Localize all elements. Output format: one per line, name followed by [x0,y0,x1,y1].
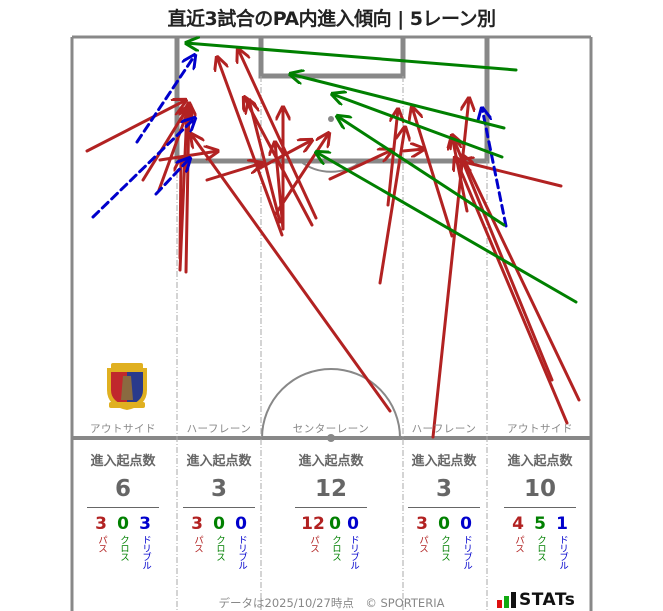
stat-divider [87,507,159,508]
pass-arrow [238,49,318,220]
stat-heading: 進入起点数 [411,454,477,469]
stat-column-halfspace-left: 進入起点数 3 3 パス 0 クロス 0 ドリブル [176,450,262,569]
pass-label: パス [96,535,107,552]
pass-count: 3 [191,514,203,534]
cross-count: 0 [329,514,341,534]
pass-arrow [328,150,392,181]
pass-arrow [217,57,284,237]
cross-arrow [337,116,506,227]
cross-count: 0 [438,514,450,534]
pass-label: パス [308,535,319,552]
pass-arrow [191,134,392,413]
pass-count: 3 [95,514,107,534]
stat-column-outside-left: 進入起点数 6 3 パス 0 クロス 3 ドリブル [80,450,166,569]
pass-label: パス [513,535,524,552]
cross-label: クロス [439,535,450,561]
dribble-count: 0 [235,514,247,534]
lane-label-halfspace-left: ハーフレーン [186,423,252,435]
stats-brand-logo: STATs [497,590,575,610]
pass-arrow [401,149,424,151]
cross-count: 5 [534,514,546,534]
dribble-arrow [154,158,190,196]
pass-arrow [249,100,282,224]
pass-arrow [452,135,554,382]
stat-divider [295,507,367,508]
cross-label: クロス [214,535,225,561]
stat-divider [408,507,480,508]
stat-column-outside-right: 進入起点数 10 4 パス 5 クロス 1 ドリブル [497,450,583,569]
stat-heading: 進入起点数 [507,454,573,469]
cross-label: クロス [535,535,546,561]
pass-count: 4 [512,514,524,534]
stat-total: 3 [435,476,452,502]
pass-arrow [431,98,469,439]
cross-label: クロス [330,535,341,561]
cross-arrow [316,152,578,304]
stat-total: 3 [210,476,227,502]
cross-arrow [290,74,506,130]
dribble-count: 1 [556,514,568,534]
stat-total: 12 [314,476,347,502]
cross-label: クロス [118,535,129,561]
cross-count: 0 [213,514,225,534]
stat-column-center: 進入起点数 12 12 パス 0 クロス 0 ドリブル [288,450,374,569]
brand-text: STATs [519,590,576,610]
stats-bars-icon [497,592,516,608]
stat-divider [504,507,576,508]
pass-arrow [180,158,181,260]
stat-total: 10 [523,476,556,502]
pass-arrow [258,140,312,170]
pass-arrow [460,161,563,188]
dribble-count: 0 [460,514,472,534]
cross-count: 0 [117,514,129,534]
pass-arrow [205,163,262,182]
pass-count: 3 [416,514,428,534]
pass-count: 12 [301,514,325,534]
cross-arrow [332,94,504,159]
dribble-label: ドリブル [557,535,568,569]
chart-title: 直近3試合のPA内進入傾向 | 5レーン別 [167,8,496,30]
dribble-label: ドリブル [461,535,472,569]
stat-heading: 進入起点数 [186,454,252,469]
dribble-label: ドリブル [140,535,151,569]
lane-label-outside-left: アウトサイド [90,423,156,435]
dribble-label: ドリブル [236,535,247,569]
pass-arrow [273,133,329,217]
entry-arrows [85,43,581,439]
pass-arrow [378,127,405,285]
dribble-label: ドリブル [348,535,359,569]
stat-heading: 進入起点数 [90,454,156,469]
cross-arrow [186,43,518,72]
stat-column-halfspace-right: 進入起点数 3 3 パス 0 クロス 0 ドリブル [401,450,487,569]
dribble-count: 0 [347,514,359,534]
pass-label: パス [417,535,428,552]
pass-label: パス [192,535,203,552]
dribble-arrow [135,55,195,144]
stat-heading: 進入起点数 [298,454,364,469]
dribble-arrow [91,118,195,219]
lane-label-halfspace-right: ハーフレーン [411,423,477,435]
lane-label-outside-right: アウトサイド [507,423,573,435]
team-crest-logo [107,363,147,410]
pass-arrow [85,100,186,153]
pass-arrow [462,155,581,402]
dribble-arrow [482,108,508,228]
lane-label-center: センターレーン [292,423,370,435]
pass-arrow [386,109,398,207]
pass-arrow [412,107,454,238]
footer-credit: データは2025/10/27時点 © SPORTERIA [218,596,445,610]
dribble-count: 3 [139,514,151,534]
stat-total: 6 [114,476,131,502]
stat-divider [183,507,255,508]
pass-arrow [455,157,569,425]
